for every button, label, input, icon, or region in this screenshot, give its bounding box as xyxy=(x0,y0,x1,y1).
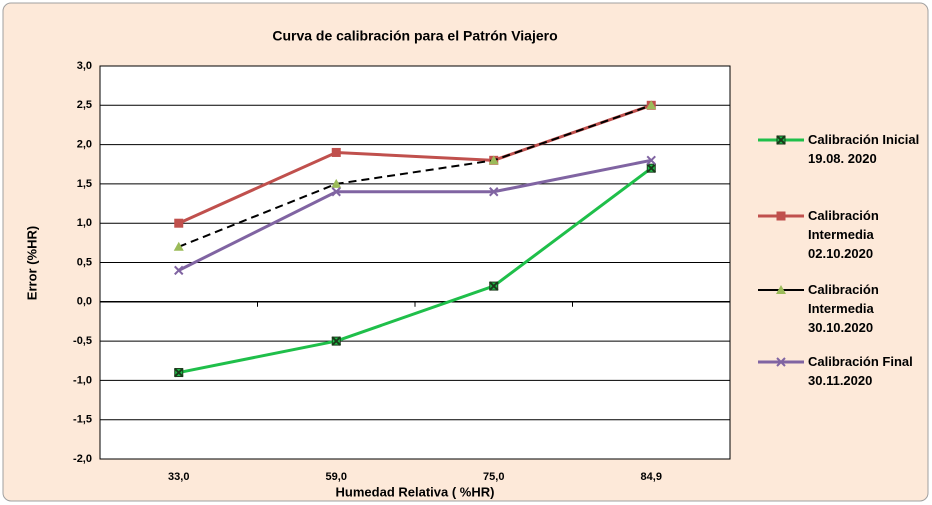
marker xyxy=(331,187,341,197)
marker-shape xyxy=(174,367,184,378)
marker-shape xyxy=(646,155,656,166)
marker-shape xyxy=(331,336,341,346)
marker-shape xyxy=(489,281,499,291)
marker xyxy=(174,218,184,228)
series-line xyxy=(178,104,652,248)
marker-shape xyxy=(331,178,342,188)
series-line xyxy=(178,166,653,375)
y-tick-label: 2,5 xyxy=(77,99,92,111)
marker xyxy=(646,155,656,166)
marker xyxy=(331,336,341,346)
marker xyxy=(331,178,342,188)
y-tick-label: 0,0 xyxy=(77,296,92,308)
x-tick-label: 59,0 xyxy=(326,471,347,483)
legend-label: Calibración Inicial 19.08. 2020 xyxy=(808,132,920,166)
marker-shape xyxy=(776,135,786,145)
y-tick-label: -0,5 xyxy=(73,335,92,347)
legend-label: Calibración Intermedia 02.10.2020 xyxy=(808,208,879,261)
marker xyxy=(174,367,184,378)
marker-shape xyxy=(488,155,499,165)
marker xyxy=(646,100,657,110)
y-axis-title: Error (%HR) xyxy=(24,226,39,300)
x-axis-title: Humedad Relativa ( %HR) xyxy=(336,484,495,499)
legend-label: Calibración Final 30.11.2020 xyxy=(808,354,913,388)
y-tick-label: 0,5 xyxy=(77,256,92,268)
marker-shape xyxy=(173,241,184,251)
marker xyxy=(331,147,341,157)
marker xyxy=(488,155,499,165)
marker-shape xyxy=(174,265,184,276)
marker-shape xyxy=(776,285,786,294)
series-line xyxy=(178,158,652,272)
x-tick-label: 84,9 xyxy=(641,471,662,483)
marker-shape xyxy=(174,218,184,228)
marker-shape xyxy=(646,163,656,173)
marker xyxy=(776,357,786,367)
marker xyxy=(173,241,184,251)
marker-shape xyxy=(776,357,786,367)
y-tick-label: -2,0 xyxy=(73,453,92,465)
y-tick-label: 1,0 xyxy=(77,217,92,229)
marker xyxy=(776,211,786,221)
marker xyxy=(776,135,786,145)
x-tick-label: 75,0 xyxy=(483,471,504,483)
legend-label: Calibración Intermedia 30.10.2020 xyxy=(808,282,879,335)
legend-swatch xyxy=(758,211,804,221)
marker xyxy=(776,285,786,294)
marker-shape xyxy=(489,187,499,197)
y-tick-label: 2,0 xyxy=(77,139,92,151)
marker-shape xyxy=(331,147,341,157)
marker-shape xyxy=(331,187,341,197)
marker xyxy=(646,163,656,173)
marker-shape xyxy=(646,100,657,110)
marker xyxy=(489,187,499,197)
legend-swatch xyxy=(758,285,804,294)
chart-title: Curva de calibración para el Patrón Viaj… xyxy=(272,28,557,44)
y-tick-label: -1,0 xyxy=(73,374,92,386)
x-tick-label: 33,0 xyxy=(168,471,189,483)
series-line xyxy=(178,103,652,225)
y-tick-label: 3,0 xyxy=(77,60,92,72)
marker xyxy=(489,281,499,291)
legend-swatch xyxy=(758,357,804,367)
marker xyxy=(174,265,184,276)
legend-swatch xyxy=(758,135,804,145)
y-tick-label: 1,5 xyxy=(77,178,92,190)
marker-shape xyxy=(776,211,786,221)
y-tick-label: -1,5 xyxy=(73,414,92,426)
